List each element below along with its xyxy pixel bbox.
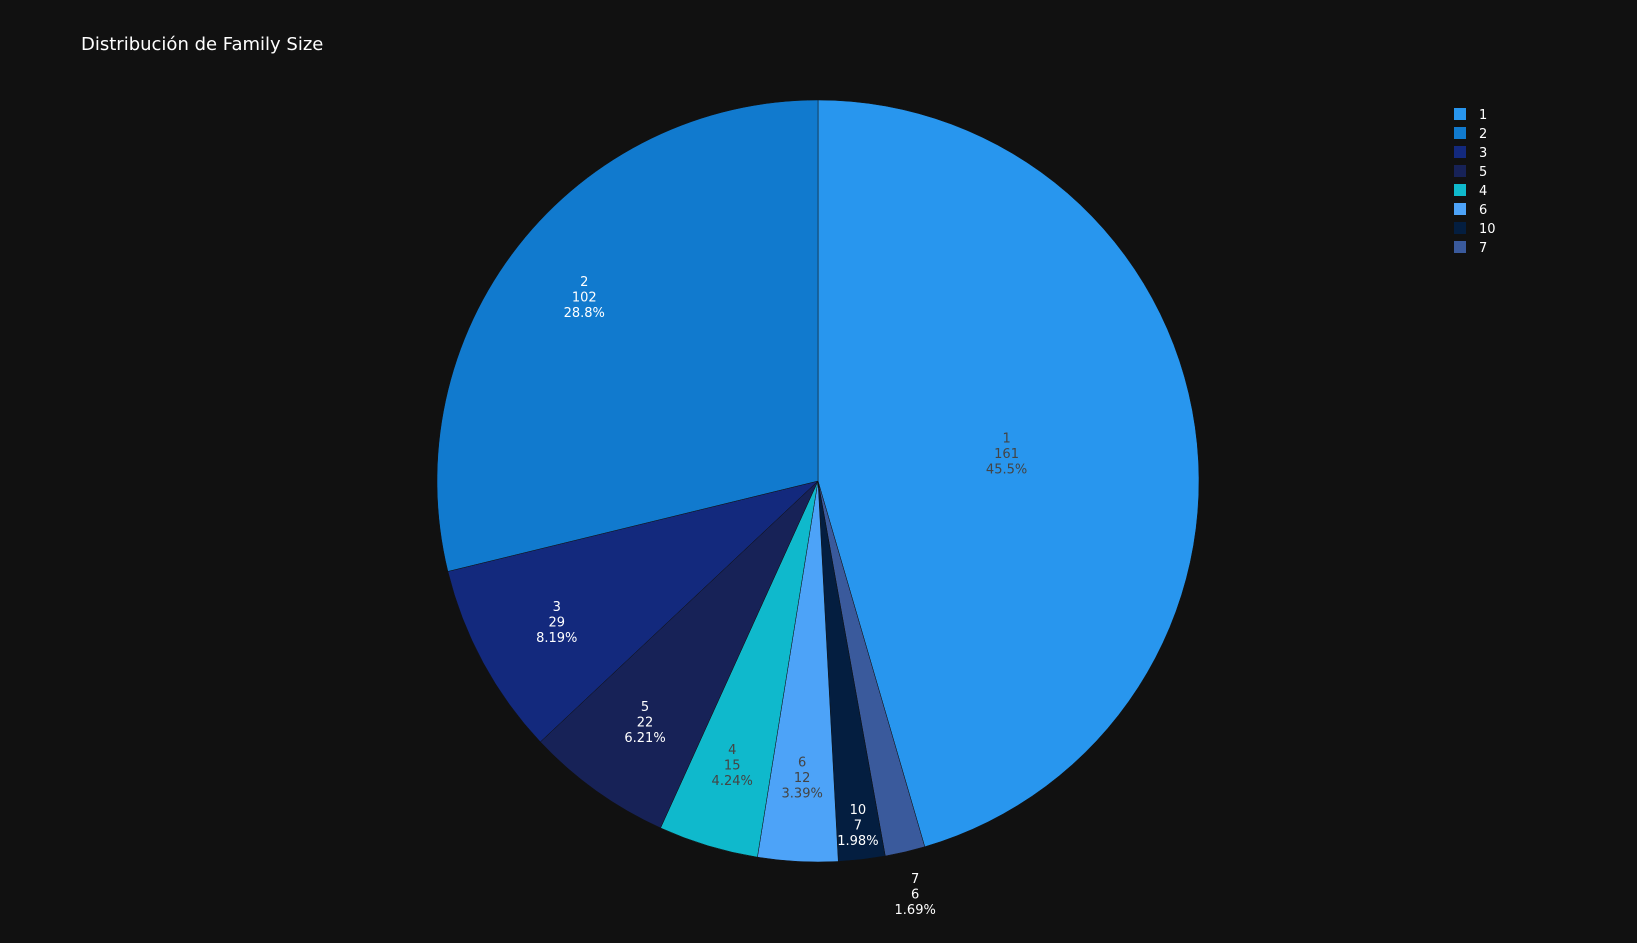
- legend-swatch: [1454, 108, 1466, 120]
- legend-item-1[interactable]: 1: [1454, 108, 1487, 123]
- legend-swatch: [1454, 184, 1466, 196]
- slice-label-value: 15: [724, 759, 741, 774]
- slice-label-name: 4: [728, 743, 736, 758]
- slice-label-name: 2: [580, 275, 588, 290]
- slice-label-percent: 6.21%: [624, 731, 665, 746]
- legend-swatch: [1454, 222, 1466, 234]
- legend-swatch: [1454, 241, 1466, 253]
- pie-slice-3: [447, 480, 819, 743]
- legend-item-7[interactable]: 7: [1454, 241, 1487, 256]
- legend-item-10[interactable]: 10: [1454, 222, 1496, 237]
- slice-label-name: 6: [798, 755, 806, 770]
- chart-title: Distribución de Family Size: [81, 34, 323, 55]
- slice-label-name: 3: [553, 600, 561, 615]
- legend-item-6[interactable]: 6: [1454, 203, 1487, 218]
- slice-label-value: 7: [854, 818, 862, 833]
- pie-slices: [436, 99, 1200, 863]
- legend-label: 1: [1479, 108, 1487, 123]
- legend-item-3[interactable]: 3: [1454, 146, 1487, 161]
- slice-label-percent: 1.69%: [895, 903, 936, 918]
- legend: 1 2 3 5 4 6 10 7: [1454, 108, 1496, 256]
- slice-label-value: 6: [911, 888, 919, 903]
- slice-label-value: 12: [794, 771, 811, 786]
- pie-slice-2: [436, 99, 819, 572]
- slice-label-value: 22: [637, 716, 654, 731]
- slice-label-name: 5: [641, 700, 649, 715]
- slice-label-value: 102: [572, 290, 597, 305]
- pie-slice-1: [817, 99, 1200, 848]
- legend-label: 4: [1479, 184, 1487, 199]
- legend-label: 2: [1479, 127, 1487, 142]
- slice-label-name: 1: [1002, 432, 1010, 447]
- pie-slice-5: [540, 480, 819, 829]
- legend-label: 6: [1479, 203, 1487, 218]
- slice-label-percent: 45.5%: [986, 463, 1027, 478]
- legend-label: 3: [1479, 146, 1487, 161]
- legend-item-4[interactable]: 4: [1454, 184, 1487, 199]
- slice-label-percent: 3.39%: [782, 786, 823, 801]
- legend-swatch: [1454, 165, 1466, 177]
- pie-slice-labels: 116145.5%761.69%1071.98%6123.39%4154.24%…: [536, 275, 1027, 918]
- slice-label-name: 10: [850, 803, 867, 818]
- legend-item-5[interactable]: 5: [1454, 165, 1487, 180]
- slice-label-name: 7: [911, 872, 919, 887]
- legend-swatch: [1454, 203, 1466, 215]
- legend-swatch: [1454, 146, 1466, 158]
- legend-label: 5: [1479, 165, 1487, 180]
- slice-label-value: 29: [548, 616, 565, 631]
- legend-label: 7: [1479, 241, 1487, 256]
- legend-item-2[interactable]: 2: [1454, 127, 1487, 142]
- slice-label-percent: 4.24%: [712, 774, 753, 789]
- slice-label-value: 161: [994, 447, 1019, 462]
- slice-label-percent: 1.98%: [837, 834, 878, 849]
- legend-swatch: [1454, 127, 1466, 139]
- legend-label: 10: [1479, 222, 1496, 237]
- slice-label-percent: 28.8%: [564, 306, 605, 321]
- slice-label-7: 761.69%: [895, 872, 936, 918]
- slice-label-percent: 8.19%: [536, 631, 577, 646]
